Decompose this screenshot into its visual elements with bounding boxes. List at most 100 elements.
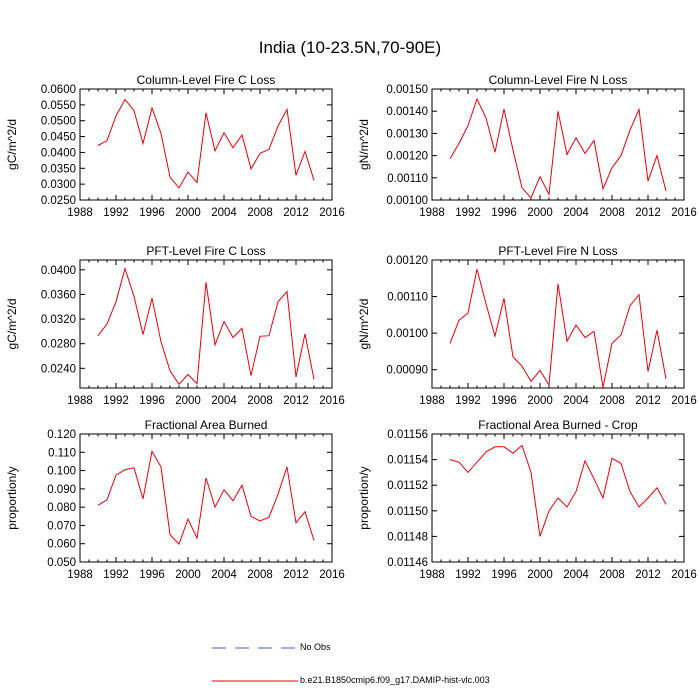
panel-title: Column-Level Fire C Loss <box>137 73 276 87</box>
chart-panel: 1988 1992 1996 2000 2004 2008 2012 2016 0.0240 0.… <box>5 244 345 407</box>
x-tick-label: 1992 <box>455 395 481 407</box>
y-tick-label: 0.01146 <box>387 557 428 569</box>
x-tick-label: 2008 <box>247 207 273 219</box>
y-tick-label: 0.100 <box>47 466 76 478</box>
x-tick-label: 1996 <box>139 569 165 581</box>
y-tick-label: 0.01150 <box>387 506 428 518</box>
y-tick-label: 0.00150 <box>386 84 428 96</box>
y-tick-label: 0.0600 <box>41 84 76 96</box>
x-tick-label: 1996 <box>491 207 517 219</box>
y-axis-label: gN/m^2/d <box>357 299 371 350</box>
x-tick-label: 2004 <box>211 207 237 219</box>
plot-frame <box>431 259 685 389</box>
x-tick-label: 1988 <box>67 395 93 407</box>
y-tick-label: 0.01148 <box>387 531 428 543</box>
y-tick-label: 0.00090 <box>386 365 428 377</box>
plot-frame <box>431 88 685 201</box>
x-tick-label: 1996 <box>491 395 517 407</box>
y-axis-label: proportion/y <box>357 466 371 529</box>
x-tick-label: 2000 <box>175 207 201 219</box>
x-tick-label: 1996 <box>139 207 165 219</box>
x-tick-label: 2016 <box>319 569 345 581</box>
chart-panel: 1988 1992 1996 2000 2004 2008 2012 2016 0.050 0.0… <box>5 418 345 581</box>
y-tick-label: 0.00100 <box>386 328 428 340</box>
x-tick-label: 2000 <box>175 395 201 407</box>
y-tick-label: 0.110 <box>48 447 76 459</box>
x-tick-label: 2004 <box>563 569 589 581</box>
x-tick-label: 1992 <box>455 569 481 581</box>
y-axis-label: gC/m^2/d <box>5 119 19 170</box>
y-tick-label: 0.0280 <box>41 339 76 351</box>
panel-title: Column-Level Fire N Loss <box>489 73 628 87</box>
x-tick-label: 2012 <box>635 207 661 219</box>
x-tick-label: 2016 <box>671 207 697 219</box>
chart-panel: 1988 1992 1996 2000 2004 2008 2012 2016 0.0250 0.… <box>5 73 345 219</box>
x-tick-label: 1988 <box>419 207 445 219</box>
x-tick-label: 2012 <box>635 569 661 581</box>
x-tick-label: 2000 <box>527 395 553 407</box>
y-tick-label: 0.01152 <box>387 480 428 492</box>
x-tick-label: 1996 <box>491 569 517 581</box>
y-axis-label: gN/m^2/d <box>357 119 371 170</box>
y-tick-label: 0.090 <box>47 484 76 496</box>
x-tick-label: 2008 <box>599 569 625 581</box>
x-tick-label: 1992 <box>455 207 481 219</box>
y-tick-label: 0.0240 <box>41 363 76 375</box>
x-tick-label: 1988 <box>419 395 445 407</box>
y-tick-label: 0.0300 <box>41 179 76 191</box>
y-tick-label: 0.050 <box>47 557 76 569</box>
legend-swatch-dashed <box>212 647 298 649</box>
y-tick-label: 0.0320 <box>41 314 76 326</box>
series-line <box>449 268 667 388</box>
x-tick-label: 1992 <box>103 395 129 407</box>
y-tick-label: 0.070 <box>47 520 76 532</box>
series-line <box>449 444 667 537</box>
y-tick-label: 0.00110 <box>387 292 428 304</box>
y-tick-label: 0.0350 <box>41 163 76 175</box>
y-tick-label: 0.00120 <box>386 255 428 267</box>
x-tick-label: 1996 <box>139 395 165 407</box>
x-tick-label: 2016 <box>671 395 697 407</box>
x-tick-label: 2008 <box>247 569 273 581</box>
y-tick-label: 0.01156 <box>387 429 428 441</box>
y-tick-label: 0.00110 <box>387 173 428 185</box>
x-tick-label: 1988 <box>67 569 93 581</box>
y-tick-label: 0.01154 <box>387 455 428 467</box>
page-title: India (10-23.5N,70-90E) <box>258 38 442 57</box>
series-line <box>97 449 315 546</box>
x-tick-label: 2008 <box>599 395 625 407</box>
y-tick-label: 0.0250 <box>41 195 76 207</box>
plot-frame <box>79 259 333 389</box>
x-tick-label: 1988 <box>67 207 93 219</box>
y-tick-label: 0.120 <box>47 429 76 441</box>
x-tick-label: 2004 <box>563 395 589 407</box>
plot-frame <box>79 433 333 563</box>
x-tick-label: 2016 <box>319 395 345 407</box>
series-line <box>97 266 315 386</box>
y-tick-label: 0.0450 <box>41 132 76 144</box>
legend-item-model-run: b.e21.B1850cmip6.f09_g17.DAMIP-hist-vlc.… <box>212 674 512 688</box>
x-tick-label: 2012 <box>283 569 309 581</box>
legend-item-no-obs: No Obs <box>212 641 512 655</box>
panel-title: PFT-Level Fire N Loss <box>498 244 617 258</box>
x-tick-label: 2004 <box>211 569 237 581</box>
x-tick-label: 2012 <box>635 395 661 407</box>
panel-title: Fractional Area Burned <box>145 418 268 432</box>
y-tick-label: 0.0500 <box>41 116 76 128</box>
x-tick-label: 2016 <box>319 207 345 219</box>
y-axis-label: proportion/y <box>5 466 19 529</box>
x-tick-label: 2008 <box>247 395 273 407</box>
x-tick-label: 2000 <box>527 207 553 219</box>
x-tick-label: 1992 <box>103 207 129 219</box>
x-tick-label: 2012 <box>283 207 309 219</box>
x-tick-label: 2016 <box>671 569 697 581</box>
series-line <box>97 98 315 189</box>
plot-frame <box>79 88 333 201</box>
x-tick-label: 1988 <box>419 569 445 581</box>
x-tick-label: 2004 <box>211 395 237 407</box>
y-tick-label: 0.060 <box>47 539 76 551</box>
x-tick-label: 2012 <box>283 395 309 407</box>
y-tick-label: 0.0360 <box>41 289 76 301</box>
legend-swatch-solid <box>212 680 298 682</box>
x-tick-label: 2000 <box>527 569 553 581</box>
